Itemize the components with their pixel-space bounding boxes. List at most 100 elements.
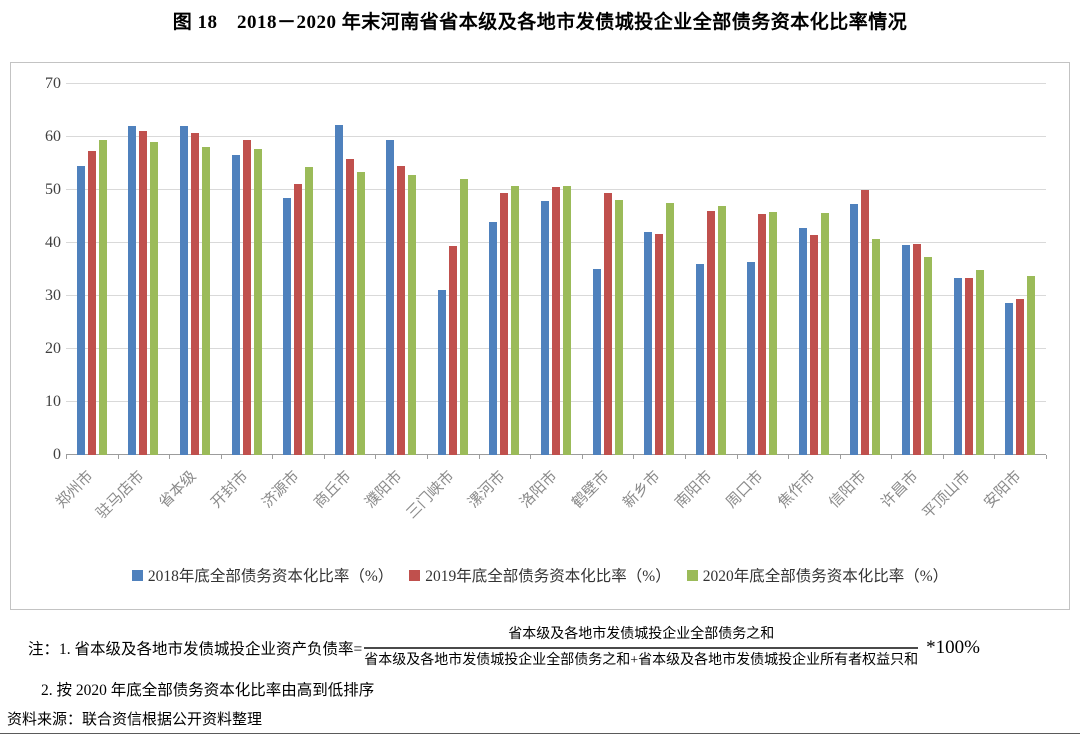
legend-marker-icon: [686, 569, 698, 581]
y-tick-label: 70: [45, 75, 61, 92]
x-axis-tick: [994, 455, 996, 459]
bar: [334, 124, 343, 455]
bar: [128, 126, 137, 455]
bar: [408, 174, 417, 455]
bar: [283, 197, 292, 455]
bar: [253, 149, 262, 455]
y-tick-label: 20: [45, 340, 61, 357]
x-axis-tick: [272, 455, 274, 459]
chart-container: 0 10 20 30 40 50 60 70 郑州市 驻马店市 省本级 开封市 济源市 商丘市 濮阳市 三门…: [10, 62, 1070, 610]
x-axis-tick: [478, 455, 480, 459]
bar: [872, 238, 881, 455]
bar: [562, 186, 571, 455]
bar-group: [530, 84, 582, 455]
note-1-multiplier: *100%: [926, 636, 980, 658]
y-tick-label: 60: [45, 128, 61, 145]
x-axis-tick: [117, 455, 119, 459]
x-axis-tick: [942, 455, 944, 459]
bar: [437, 289, 446, 455]
figure-title: 图 18 2018－2020 年末河南省省本级及各地市发债城投企业全部债务资本化…: [172, 12, 908, 33]
bar-group: [994, 84, 1046, 455]
bar-group: [582, 84, 634, 455]
gridline: [66, 136, 1046, 137]
x-axis-tick: [169, 455, 171, 459]
chart-legend: 2018年底全部债务资本化比率（%） 2019年底全部债务资本化比率（%） 2020…: [11, 564, 1069, 586]
bar: [1016, 299, 1025, 455]
bar: [231, 155, 240, 455]
bar-group: [272, 84, 324, 455]
x-axis-tick: [839, 455, 841, 459]
bar-group: [737, 84, 789, 455]
bar: [511, 185, 520, 455]
bar: [386, 140, 395, 455]
note-1: 注：1. 省本级及各地市发债城投企业资产负债率= 省本级及各地市发债城投企业全部…: [28, 626, 980, 669]
bar: [850, 203, 859, 455]
plot-area: [66, 83, 1047, 459]
bar: [861, 189, 870, 455]
bar: [150, 142, 159, 455]
legend-label: 2020年底全部债务资本化比率（%）: [702, 568, 949, 585]
x-axis-tick: [66, 455, 67, 459]
x-tick-label: 郑州市: [53, 468, 97, 512]
bar: [459, 178, 468, 455]
bar: [913, 244, 922, 455]
note-1-fraction: 省本级及各地市发债城投企业全部债务之和 省本级及各地市发债城投企业全部债务之和+…: [364, 626, 919, 669]
bar: [706, 211, 715, 455]
bar-group: [840, 84, 892, 455]
x-axis-tick: [1046, 455, 1047, 459]
bar: [356, 172, 365, 455]
bar-group: [375, 84, 427, 455]
bar: [201, 146, 210, 455]
bar: [964, 278, 973, 455]
legend-item: 2020年底全部债务资本化比率（%）: [686, 564, 949, 586]
x-axis-tick: [736, 455, 738, 459]
x-axis-tick: [220, 455, 222, 459]
bar: [655, 234, 664, 455]
bar: [953, 278, 962, 455]
gridline: [66, 83, 1046, 84]
bar-group: [221, 84, 273, 455]
bar: [975, 269, 984, 455]
legend-item: 2019年底全部债务资本化比率（%）: [409, 564, 671, 586]
bar: [902, 245, 911, 455]
bar: [190, 133, 199, 455]
bar: [809, 234, 818, 455]
bar-group: [633, 84, 685, 455]
legend-marker-icon: [409, 569, 421, 581]
bar: [448, 245, 457, 455]
bar: [540, 201, 549, 455]
legend-item: 2018年底全部债务资本化比率（%）: [131, 564, 394, 586]
legend-label: 2018年底全部债务资本化比率（%）: [147, 568, 394, 585]
bar: [242, 140, 251, 455]
bar: [179, 125, 188, 455]
bar: [666, 202, 675, 455]
source-line: 资料来源：联合资信根据公开资料整理: [7, 712, 263, 728]
bar: [139, 130, 148, 455]
bar: [1005, 302, 1014, 455]
note-1-prefix: 注：1. 省本级及各地市发债城投企业资产负债率=: [28, 640, 363, 658]
bar: [747, 261, 756, 455]
bar: [798, 228, 807, 455]
bar: [614, 200, 623, 455]
x-axis-tick: [633, 455, 635, 459]
fraction-denominator: 省本级及各地市发债城投企业全部债务之和+省本级及各地市发债城投企业所有者权益只和: [364, 652, 919, 668]
note-2: 2. 按 2020 年底全部债务资本化比率由高到低排序: [41, 682, 375, 699]
x-axis-tick: [891, 455, 893, 459]
x-axis-tick: [323, 455, 325, 459]
legend-label: 2019年底全部债务资本化比率（%）: [425, 568, 671, 585]
y-tick-label: 50: [45, 181, 61, 198]
bar: [500, 193, 509, 455]
bar: [551, 186, 560, 455]
bar-group: [118, 84, 170, 455]
bar-group: [324, 84, 376, 455]
y-tick-label: 10: [45, 393, 61, 410]
bar: [98, 139, 107, 455]
bar: [1027, 276, 1036, 455]
bar-group: [685, 84, 737, 455]
x-axis-labels: 郑州市 驻马店市 省本级 开封市 济源市 商丘市 濮阳市 三门峡市 漯河市 洛阳市 鹤壁市 新乡市 南阳…: [53, 455, 1046, 555]
bar: [345, 158, 354, 455]
bar-group: [427, 84, 479, 455]
bar: [695, 263, 704, 455]
bar: [603, 192, 612, 455]
